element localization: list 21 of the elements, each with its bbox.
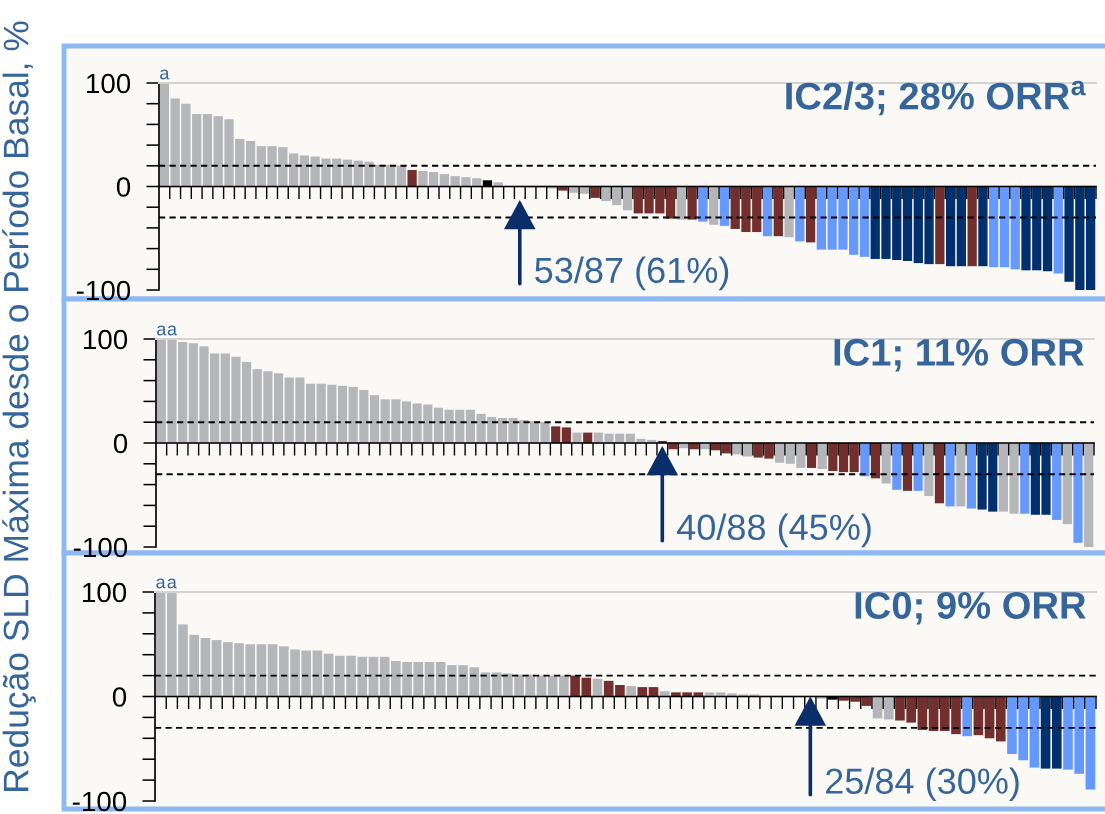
y-axis-title: Redução SLD Máxima desde o Período Basal, % (2, 21, 36, 791)
data-label: a (157, 325, 167, 336)
y-tick-label: -100 (76, 280, 131, 301)
chart-title: IC1; 11% ORR (834, 338, 1084, 372)
data-label: a (167, 325, 178, 336)
data-label: a (156, 578, 166, 589)
y-tick-label: 0 (112, 687, 127, 707)
annotation: 40/88 (45%) (677, 513, 871, 548)
chart-title: IC2/3; 28% ORR$^{a}$ (786, 80, 1086, 116)
y-tick-label: 0 (113, 433, 128, 454)
y-tick-label: 0 (116, 177, 131, 197)
y-tick-label: 100 (84, 329, 128, 350)
y-tick-label: 100 (83, 582, 127, 603)
chart-title: IC0; 9% ORR (855, 591, 1086, 625)
data-label: a (167, 578, 177, 589)
annotation: 53/87 (61%) (535, 256, 729, 291)
y-tick-label: -100 (72, 791, 127, 812)
data-label: a (160, 69, 170, 80)
y-tick-label: -100 (73, 537, 128, 558)
y-tick-label: 100 (87, 73, 131, 94)
annotation: 25/84 (30%) (826, 767, 1019, 802)
